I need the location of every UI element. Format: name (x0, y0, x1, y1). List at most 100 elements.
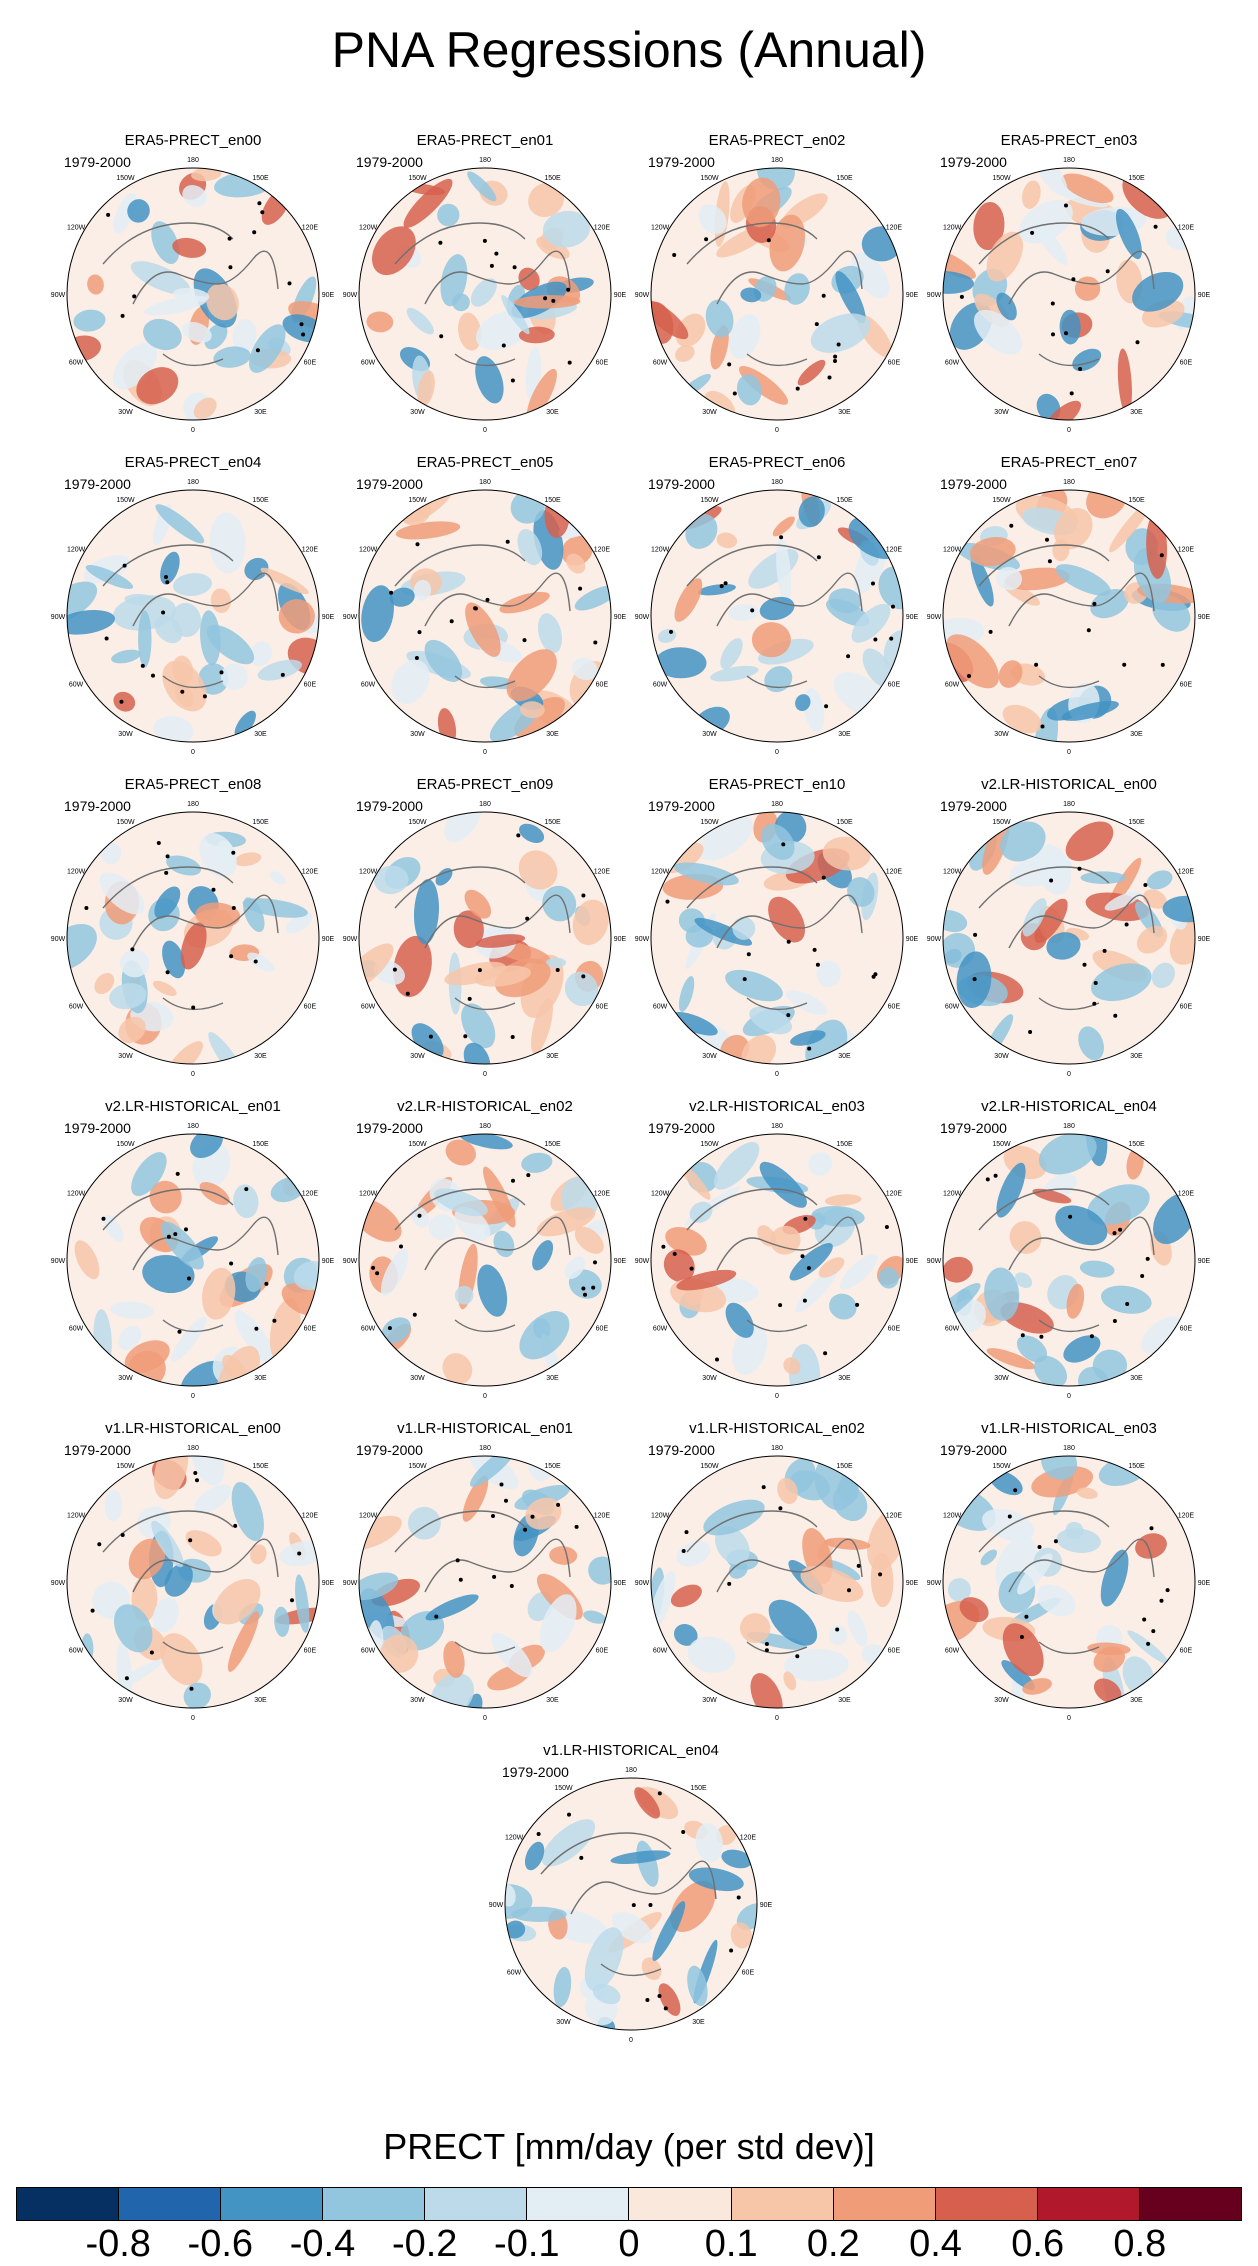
longitude-label: 150E (544, 1463, 561, 1470)
regression-contour (698, 815, 754, 861)
significance-marker (833, 359, 837, 363)
regression-contour (182, 322, 212, 343)
significance-marker (1030, 230, 1035, 235)
longitude-label: 60W (69, 1648, 84, 1655)
regression-contour (574, 1226, 604, 1254)
significance-marker (973, 932, 978, 937)
longitude-label: 150E (252, 175, 269, 182)
regression-contour (783, 1357, 801, 1375)
regression-contour (674, 578, 703, 622)
map-boundary (942, 1455, 1196, 1709)
significance-marker (1118, 1227, 1123, 1232)
regression-contour (545, 957, 566, 968)
regression-contour (110, 1301, 155, 1319)
significance-marker (1124, 922, 1129, 927)
regression-contour (1063, 1335, 1101, 1363)
longitude-label: 120E (594, 547, 611, 554)
regression-contour (437, 203, 460, 227)
longitude-label: 180 (1063, 479, 1075, 486)
regression-contour (172, 287, 210, 303)
regression-contour (417, 370, 435, 407)
longitude-label: 90W (927, 1580, 942, 1587)
regression-contour (285, 912, 313, 934)
regression-contour (698, 204, 727, 235)
regression-contour (1004, 567, 1070, 591)
colorbar-tick-label: 0 (618, 2223, 640, 2265)
longitude-label: 30E (254, 1053, 267, 1060)
regression-contour (531, 997, 553, 1054)
panel-period: 1979-2000 (64, 1120, 131, 1136)
regression-contour (454, 1285, 474, 1305)
panel-title: v1.LR-HISTORICAL_en03 (981, 1420, 1157, 1437)
regression-contour (721, 1849, 752, 1869)
longitude-label: 120E (740, 1835, 757, 1842)
regression-contour (713, 1141, 760, 1190)
map-panel: ERA5-PRECT_en00 180 150E 120E 90E 60E 30E 0 30W 6… (51, 132, 335, 434)
longitude-label: 90W (635, 1258, 650, 1265)
longitude-label: 30W (410, 731, 425, 738)
regression-contour (757, 1225, 776, 1247)
regression-contour (1022, 898, 1047, 937)
regression-contour (583, 1610, 607, 1624)
longitude-label: 90E (614, 614, 627, 621)
panel-period: 1979-2000 (64, 1442, 131, 1458)
longitude-label: 60W (69, 360, 84, 367)
significance-marker (967, 674, 971, 678)
significance-marker (161, 610, 166, 615)
significance-marker (855, 1302, 860, 1307)
regression-contour (213, 346, 251, 368)
map-background (505, 1778, 757, 2030)
map-panel: ERA5-PRECT_en10 180 150E 120E 90E 60E 30E 0 30W 6… (635, 776, 919, 1078)
significance-marker (253, 959, 258, 964)
map-panel: v1.LR-HISTORICAL_en02 180 150E 120E 90E 60E 30… (635, 1420, 919, 1722)
significance-marker (228, 265, 233, 270)
significance-marker (847, 1588, 851, 1593)
regression-contour (984, 1267, 1020, 1321)
regression-contour (470, 278, 497, 307)
longitude-label: 180 (771, 801, 783, 808)
significance-marker (387, 1326, 392, 1331)
longitude-label: 120W (943, 1191, 962, 1198)
regression-contour (366, 311, 394, 333)
regression-contour (204, 323, 228, 350)
panel-title: ERA5-PRECT_en00 (124, 132, 262, 149)
significance-marker (729, 1948, 734, 1953)
longitude-label: 150W (992, 1463, 1011, 1470)
significance-marker (530, 1514, 535, 1519)
regression-contour (526, 368, 557, 420)
colorbar-swatch (323, 2188, 426, 2220)
regression-contour (136, 367, 179, 405)
significance-marker (164, 870, 169, 875)
regression-contour (434, 1188, 488, 1217)
significance-marker (119, 699, 124, 704)
regression-contour (1151, 962, 1175, 989)
regression-contour (152, 980, 177, 996)
regression-contour (694, 917, 753, 946)
longitude-label: 120W (943, 547, 962, 554)
significance-marker (412, 1312, 417, 1317)
longitude-label: 120W (67, 225, 86, 232)
regression-contour (777, 1477, 799, 1504)
regression-contour (249, 641, 272, 667)
panel-period: 1979-2000 (648, 798, 715, 814)
panel-period: 1979-2000 (356, 798, 423, 814)
regression-contour (528, 182, 565, 218)
longitude-label: 30W (702, 1697, 717, 1704)
regression-contour (986, 231, 1024, 282)
regression-contour (1055, 564, 1111, 596)
longitude-label: 90E (614, 936, 627, 943)
longitude-label: 180 (479, 1123, 491, 1130)
longitude-label: 60E (888, 360, 901, 367)
longitude-label: 150E (252, 1141, 269, 1148)
regression-contour (174, 682, 194, 708)
longitude-label: 150W (992, 175, 1011, 182)
regression-contour (970, 554, 994, 607)
significance-marker (579, 1855, 584, 1860)
significance-marker (463, 1034, 468, 1039)
regression-contour (675, 344, 695, 362)
longitude-label: 0 (1067, 427, 1071, 434)
longitude-label: 120W (359, 225, 378, 232)
regression-contour (118, 1016, 146, 1044)
longitude-label: 60W (69, 682, 84, 689)
regression-contour (1127, 1630, 1169, 1665)
